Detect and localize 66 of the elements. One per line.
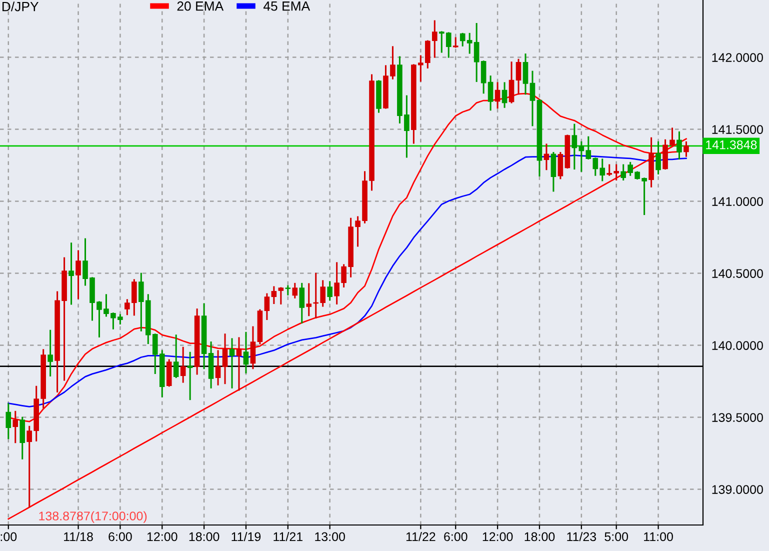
candlestick bbox=[306, 283, 312, 316]
y-tick-label: 141.5000 bbox=[712, 125, 763, 134]
y-tick-label: 142.0000 bbox=[712, 53, 763, 62]
candlestick bbox=[502, 82, 508, 108]
candlestick bbox=[530, 70, 536, 126]
candlestick bbox=[278, 287, 284, 304]
y-tick-label: 139.0000 bbox=[712, 485, 763, 494]
candlestick bbox=[180, 346, 186, 383]
candlestick bbox=[494, 82, 500, 109]
candlestick bbox=[299, 282, 305, 324]
x-tick-label: 11/23 bbox=[567, 532, 596, 542]
ref-line-label: 141.3848 bbox=[706, 140, 757, 150]
candlestick bbox=[292, 282, 298, 298]
x-tick-label: 18:00 bbox=[189, 532, 220, 542]
candlestick bbox=[173, 334, 179, 378]
candlestick bbox=[676, 131, 682, 160]
candlestick bbox=[480, 60, 486, 94]
candlestick bbox=[76, 250, 81, 300]
candlestick bbox=[558, 152, 564, 180]
candlestick bbox=[68, 242, 74, 305]
candlestick bbox=[166, 359, 172, 387]
candlestick bbox=[684, 141, 689, 157]
candlestick bbox=[544, 144, 550, 170]
candlestick bbox=[222, 334, 228, 384]
legend-label: 45 EMA bbox=[263, 2, 310, 11]
x-tick-label: 11/18 bbox=[64, 532, 93, 542]
candlestick bbox=[187, 352, 193, 400]
candlestick bbox=[12, 410, 18, 444]
candlestick bbox=[522, 54, 528, 95]
legend-label: 20 EMA bbox=[177, 1, 224, 11]
candlestick bbox=[20, 416, 26, 460]
candlestick bbox=[516, 58, 522, 95]
y-tick-label: 141.0000 bbox=[712, 197, 763, 206]
candlestick bbox=[271, 286, 277, 304]
x-tick-label: 5:00 bbox=[604, 532, 628, 542]
candlestick bbox=[264, 293, 270, 320]
y-tick-label: 140.0000 bbox=[712, 341, 763, 350]
x-tick-label: 11/21 bbox=[274, 532, 302, 542]
x-tick-label: 6:00 bbox=[444, 532, 468, 542]
candlestick bbox=[656, 141, 661, 174]
x-tick-label: 6:00 bbox=[108, 532, 132, 542]
candlestick bbox=[6, 403, 12, 440]
x-tick-label: 11/19 bbox=[232, 532, 261, 542]
candlestick bbox=[236, 337, 242, 391]
candlestick bbox=[550, 152, 556, 192]
x-tick-label: 13:00 bbox=[315, 532, 345, 542]
candlestick bbox=[285, 285, 291, 296]
candlestick bbox=[243, 332, 249, 374]
y-tick-label: 139.5000 bbox=[712, 413, 763, 422]
x-tick-label: :00 bbox=[0, 532, 17, 542]
candlestick bbox=[572, 124, 578, 170]
candlestick bbox=[215, 350, 221, 386]
candlestick bbox=[250, 326, 256, 370]
candlestick bbox=[229, 338, 235, 388]
y-tick-label: 140.5000 bbox=[712, 269, 763, 278]
candlestick bbox=[508, 62, 514, 104]
x-tick-label: 11/22 bbox=[406, 532, 436, 542]
candlestick bbox=[488, 76, 494, 111]
annotation: 138.8787(17:00:00) bbox=[39, 511, 147, 523]
candlestick bbox=[327, 281, 332, 301]
x-tick-label: 12:00 bbox=[147, 532, 178, 542]
chart-title: D/JPY bbox=[2, 2, 39, 12]
x-tick-label: 12:00 bbox=[482, 532, 513, 542]
candlestick bbox=[48, 330, 53, 376]
x-tick-label: 18:00 bbox=[524, 532, 555, 542]
x-tick-label: 11:00 bbox=[644, 532, 673, 542]
